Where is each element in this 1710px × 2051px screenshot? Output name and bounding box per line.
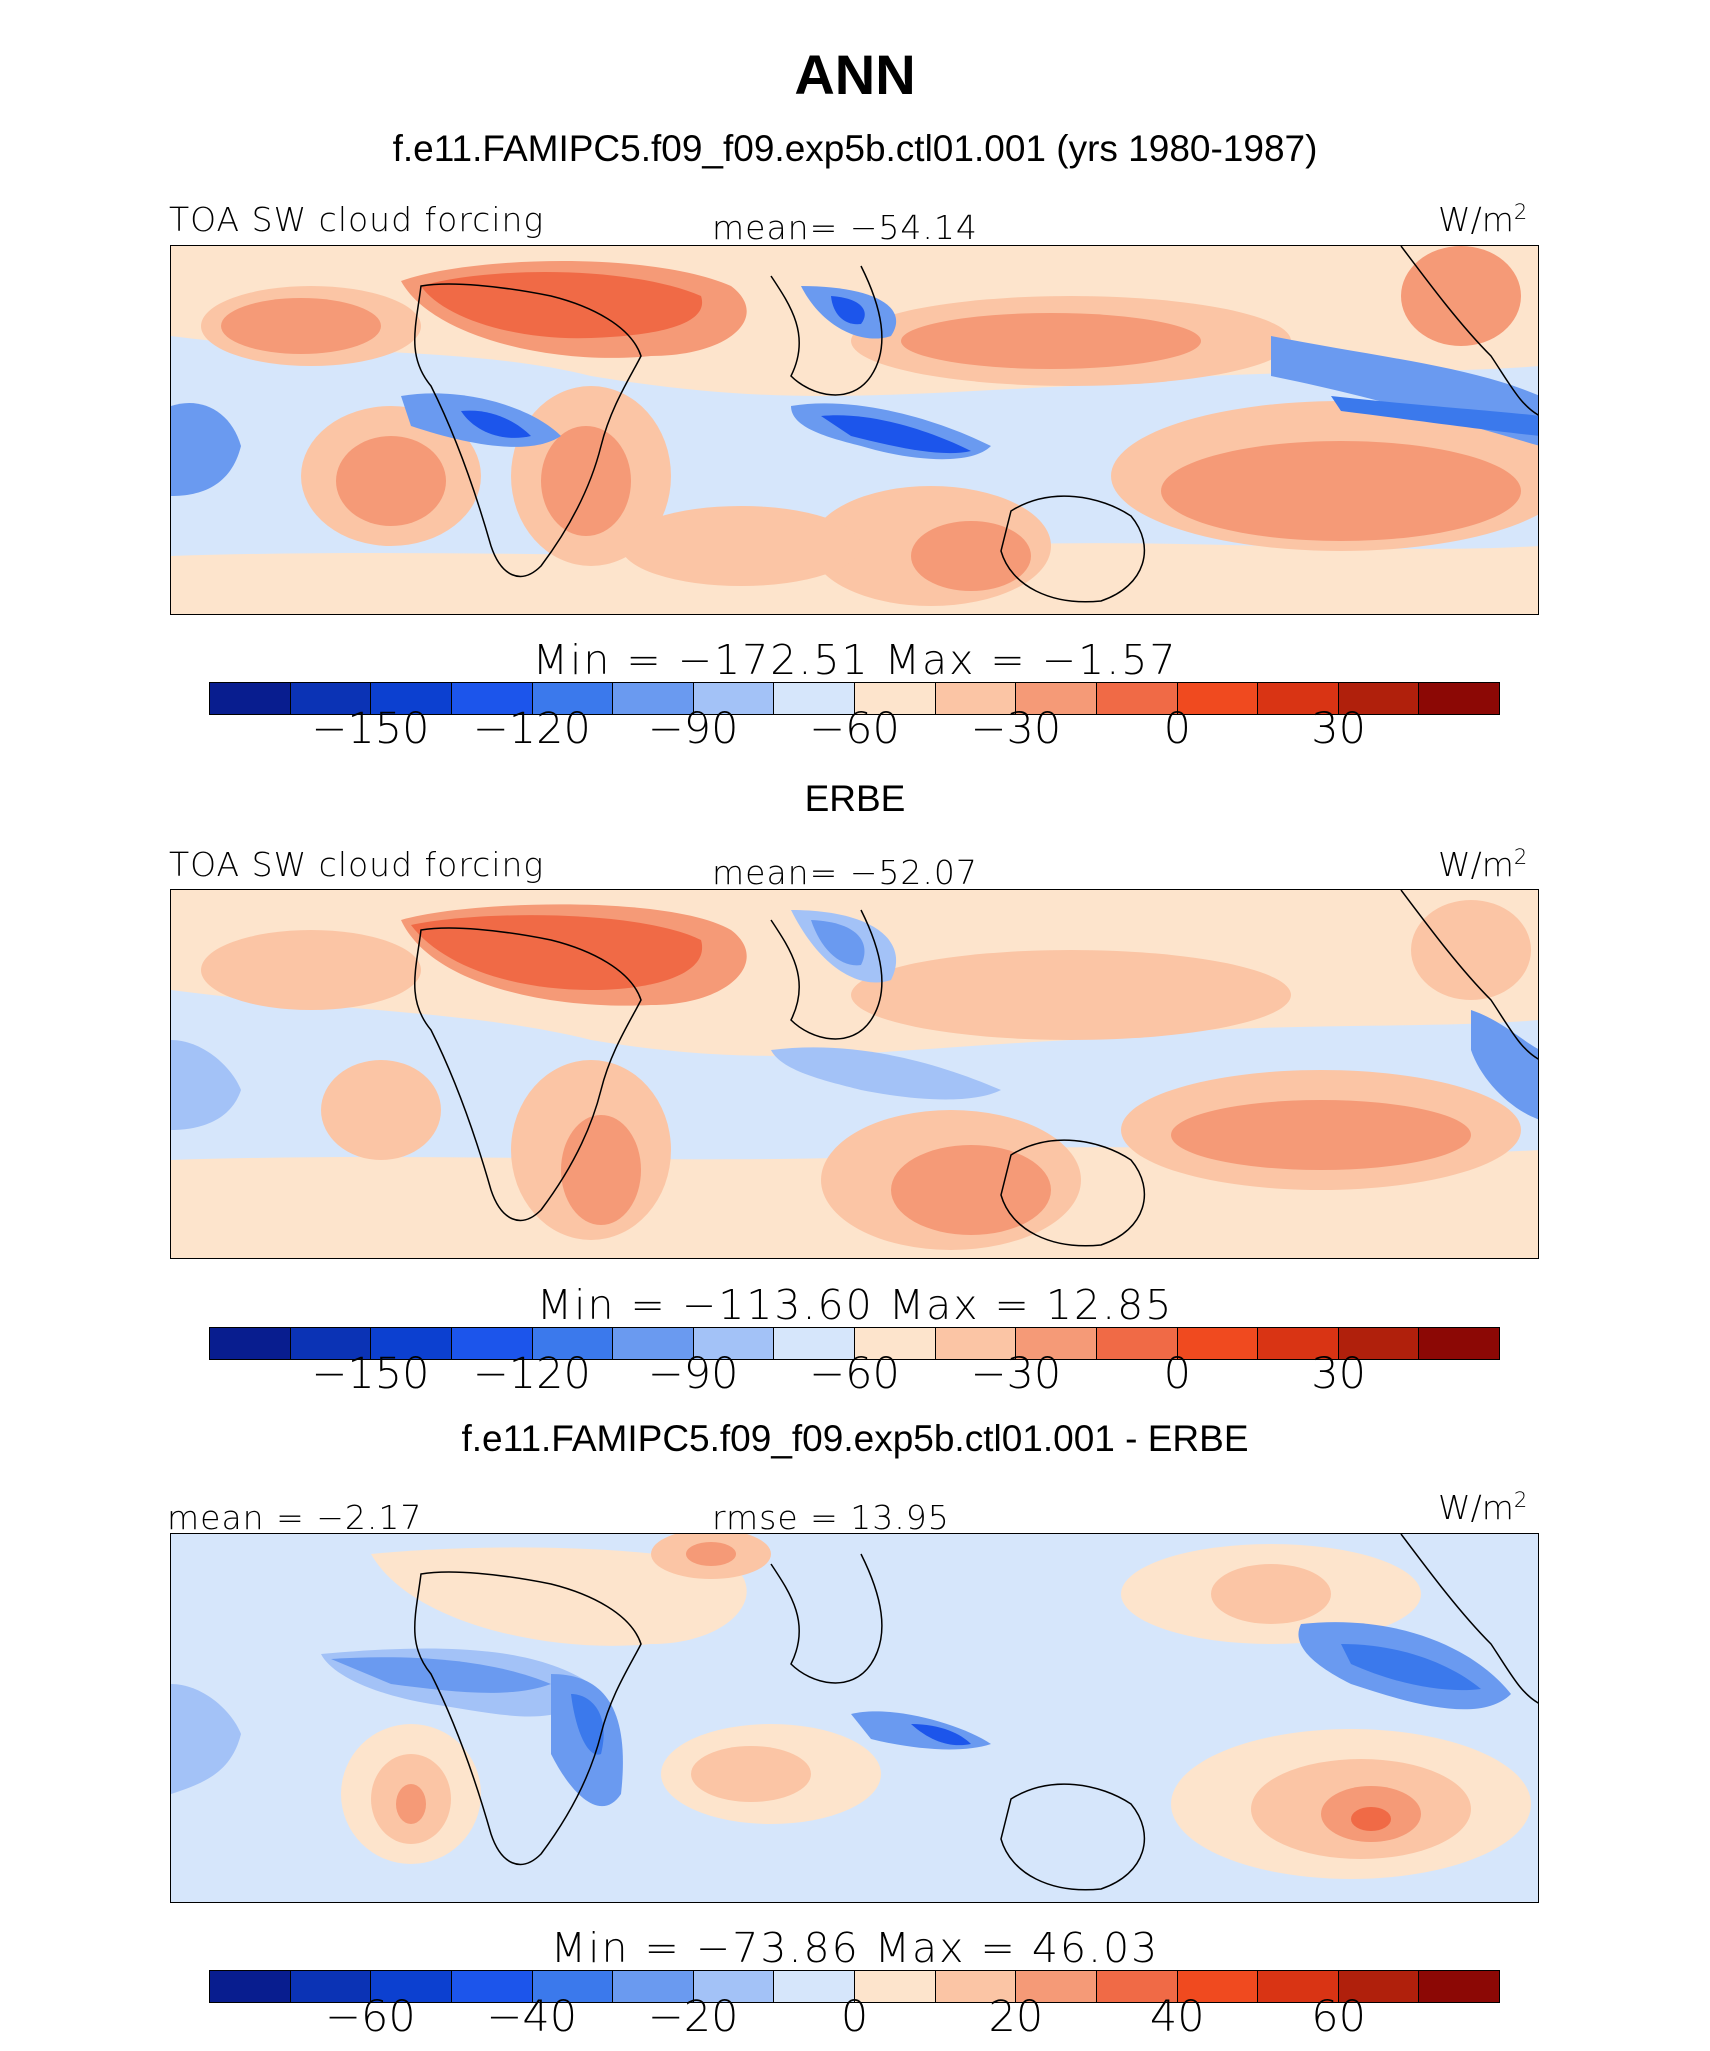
panel-1-mean-label: mean= −54.14: [712, 208, 978, 247]
panel-3-colorbar-swatch: [1177, 1971, 1259, 2002]
panel-3-colorbar-swatch: [855, 1971, 936, 2002]
panel-2-colorbar-swatch: [1016, 1328, 1097, 1359]
panel-3-tick-label: 20: [988, 1992, 1044, 2042]
panel-3-colorbar: [209, 1970, 1500, 2003]
panel-1-colorbar-swatch: [1016, 683, 1097, 714]
panel-2-tick-label: 30: [1311, 1349, 1366, 1399]
panel-3-field: [171, 1534, 1538, 1902]
panel-3-tick-label: 40: [1149, 1992, 1205, 2042]
panel-3-colorbar-swatch: [774, 1971, 855, 2002]
panel-2-tick-label: 0: [1163, 1349, 1191, 1399]
panel-3-colorbar-swatch: [1016, 1971, 1097, 2002]
panel-2-colorbar-swatch: [1177, 1328, 1259, 1359]
panel-2-colorbar-swatch: [210, 1328, 291, 1359]
panel-3-tick-label: −40: [486, 1992, 578, 2042]
panel-1-field: [171, 246, 1538, 614]
panel-3-colorbar-swatch: [1096, 1971, 1178, 2002]
panel-1-colorbar-swatch: [210, 683, 291, 714]
panel-1-colorbar-swatch: [451, 683, 533, 714]
panel-1-colorbar-swatch: [774, 683, 855, 714]
panel-2-tick-label: −120: [472, 1349, 591, 1399]
panel-2-colorbar-swatch: [451, 1328, 533, 1359]
panel-1-tick-label: −60: [809, 704, 900, 754]
panel-2-tick-label: −30: [970, 1349, 1062, 1399]
panel-1-colorbar-swatch: [371, 683, 452, 714]
panel-1-colorbar-swatch: [613, 683, 694, 714]
panel-1-minmax: Min = −172.51 Max = −1.57: [532, 636, 1178, 684]
panel-1-colorbar-swatch: [693, 683, 775, 714]
panel-1-colorbar-swatch: [1338, 683, 1420, 714]
panel-2-colorbar-swatch: [1338, 1328, 1420, 1359]
panel-3-minmax: Min = −73.86 Max = 46.03: [550, 1924, 1160, 1972]
panel-1-tick-label: −150: [311, 704, 430, 754]
panel-2-field: [171, 890, 1538, 1258]
panel-1-colorbar-swatch: [1177, 683, 1259, 714]
panel-2-tick-label: −60: [809, 1349, 900, 1399]
panel-3-colorbar-swatch: [935, 1971, 1017, 2002]
panel-1-map: [170, 245, 1539, 615]
panel-3-tick-label: −60: [325, 1992, 416, 2042]
panel-1-variable-label: TOA SW cloud forcing: [169, 200, 545, 239]
panel-3-tick-label: 0: [840, 1992, 869, 2042]
panel-3-colorbar-swatch: [693, 1971, 775, 2002]
panel-2-minmax: Min = −113.60 Max = 12.85: [536, 1281, 1174, 1329]
panel-3-colorbar-swatch: [451, 1971, 533, 2002]
panel-2-colorbar-swatch: [774, 1328, 855, 1359]
panel-1-colorbar-swatch: [290, 683, 372, 714]
panel-3-heading: f.e11.FAMIPC5.f09_f09.exp5b.ctl01.001 - …: [461, 1418, 1249, 1459]
panel-2-colorbar-swatch: [855, 1328, 936, 1359]
panel-1-unit: W/m2: [1438, 200, 1528, 239]
panel-1-tick-label: 0: [1163, 704, 1191, 754]
panel-1-tick-label: −30: [970, 704, 1062, 754]
panel-1-tick-label: −90: [647, 704, 739, 754]
panel-2-map: [170, 889, 1539, 1259]
panel-3-tick-label: −20: [647, 1992, 739, 2042]
panel-2-colorbar-swatch: [371, 1328, 452, 1359]
panel-3-rmse-label: rmse = 13.95: [712, 1498, 950, 1537]
panel-2-colorbar-swatch: [935, 1328, 1017, 1359]
panel-2-colorbar-swatch: [1419, 1328, 1499, 1359]
panel-3-colorbar-swatch: [210, 1971, 291, 2002]
panel-1-colorbar-swatch: [1419, 683, 1499, 714]
panel-2-colorbar-swatch: [290, 1328, 372, 1359]
panel-1-colorbar-swatch: [1258, 683, 1339, 714]
panel-3-map: [170, 1533, 1539, 1903]
panel-3-unit: W/m2: [1438, 1488, 1528, 1527]
panel-3-colorbar-swatch: [1338, 1971, 1420, 2002]
panel-2-colorbar-swatch: [532, 1328, 614, 1359]
panel-1-heading: f.e11.FAMIPC5.f09_f09.exp5b.ctl01.001 (y…: [392, 128, 1318, 169]
figure-title: ANN: [794, 43, 916, 106]
panel-2-tick-label: −90: [647, 1349, 739, 1399]
panel-1-colorbar: [209, 682, 1500, 715]
panel-3-tick-label: 60: [1311, 1992, 1366, 2042]
panel-3-colorbar-swatch: [290, 1971, 372, 2002]
panel-3-colorbar-swatch: [532, 1971, 614, 2002]
panel-1-tick-label: −120: [472, 704, 591, 754]
panel-1-tick-label: 30: [1311, 704, 1366, 754]
panel-2-colorbar-swatch: [613, 1328, 694, 1359]
panel-2-heading: ERBE: [804, 778, 906, 819]
panel-3-colorbar-swatch: [371, 1971, 452, 2002]
panel-2-colorbar-swatch: [1258, 1328, 1339, 1359]
panel-2-tick-label: −150: [311, 1349, 430, 1399]
panel-1-colorbar-swatch: [532, 683, 614, 714]
panel-1-colorbar-swatch: [1096, 683, 1178, 714]
panel-3-colorbar-swatch: [1419, 1971, 1499, 2002]
panel-2-colorbar: [209, 1327, 1500, 1360]
panel-2-unit: W/m2: [1438, 845, 1528, 884]
panel-3-colorbar-swatch: [613, 1971, 694, 2002]
panel-2-variable-label: TOA SW cloud forcing: [169, 845, 545, 884]
panel-3-colorbar-swatch: [1258, 1971, 1339, 2002]
panel-2-colorbar-swatch: [1096, 1328, 1178, 1359]
panel-2-mean-label: mean= −52.07: [712, 853, 978, 892]
panel-2-colorbar-swatch: [693, 1328, 775, 1359]
panel-1-colorbar-swatch: [855, 683, 936, 714]
panel-1-colorbar-swatch: [935, 683, 1017, 714]
panel-3-mean-label: mean = −2.17: [167, 1498, 423, 1537]
